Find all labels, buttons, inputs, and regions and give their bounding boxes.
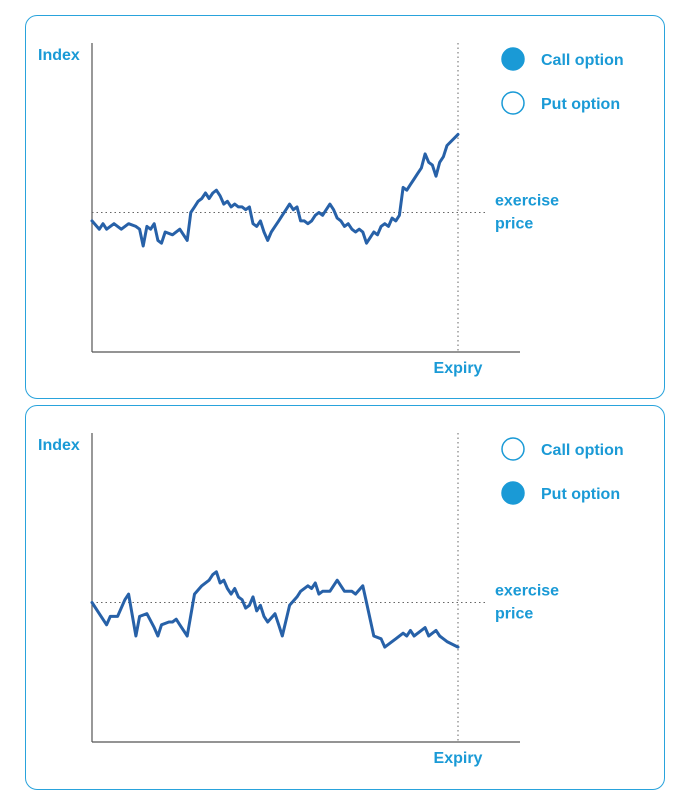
chart-svg-call: Index Expiry exercise price Call option Put o… [38,43,624,377]
chart-svg-put: Index Expiry exercise price Call option Put o… [38,433,624,767]
chart-panel-put: Index Expiry exercise price Call option Put o… [25,405,665,790]
legend-marker [501,481,525,505]
exercise-price-label: price [495,606,533,623]
legend-label: Call option [541,52,624,69]
y-axis-label: Index [38,437,80,454]
legend-marker [501,437,525,461]
legend-label: Put option [541,96,620,113]
chart-panel-call: Index Expiry exercise price Call option Put o… [25,15,665,399]
exercise-price-label: exercise [495,583,559,600]
y-axis-label: Index [38,47,80,64]
x-axis-label: Expiry [434,360,483,377]
exercise-price-label: exercise [495,193,559,210]
legend-label: Put option [541,486,620,503]
index-series-line [90,570,460,649]
x-axis-label: Expiry [434,750,483,767]
exercise-price-label: price [495,216,533,233]
legend-label: Call option [541,442,624,459]
legend-marker [501,47,525,71]
index-series-line [90,132,460,248]
legend-marker [501,91,525,115]
